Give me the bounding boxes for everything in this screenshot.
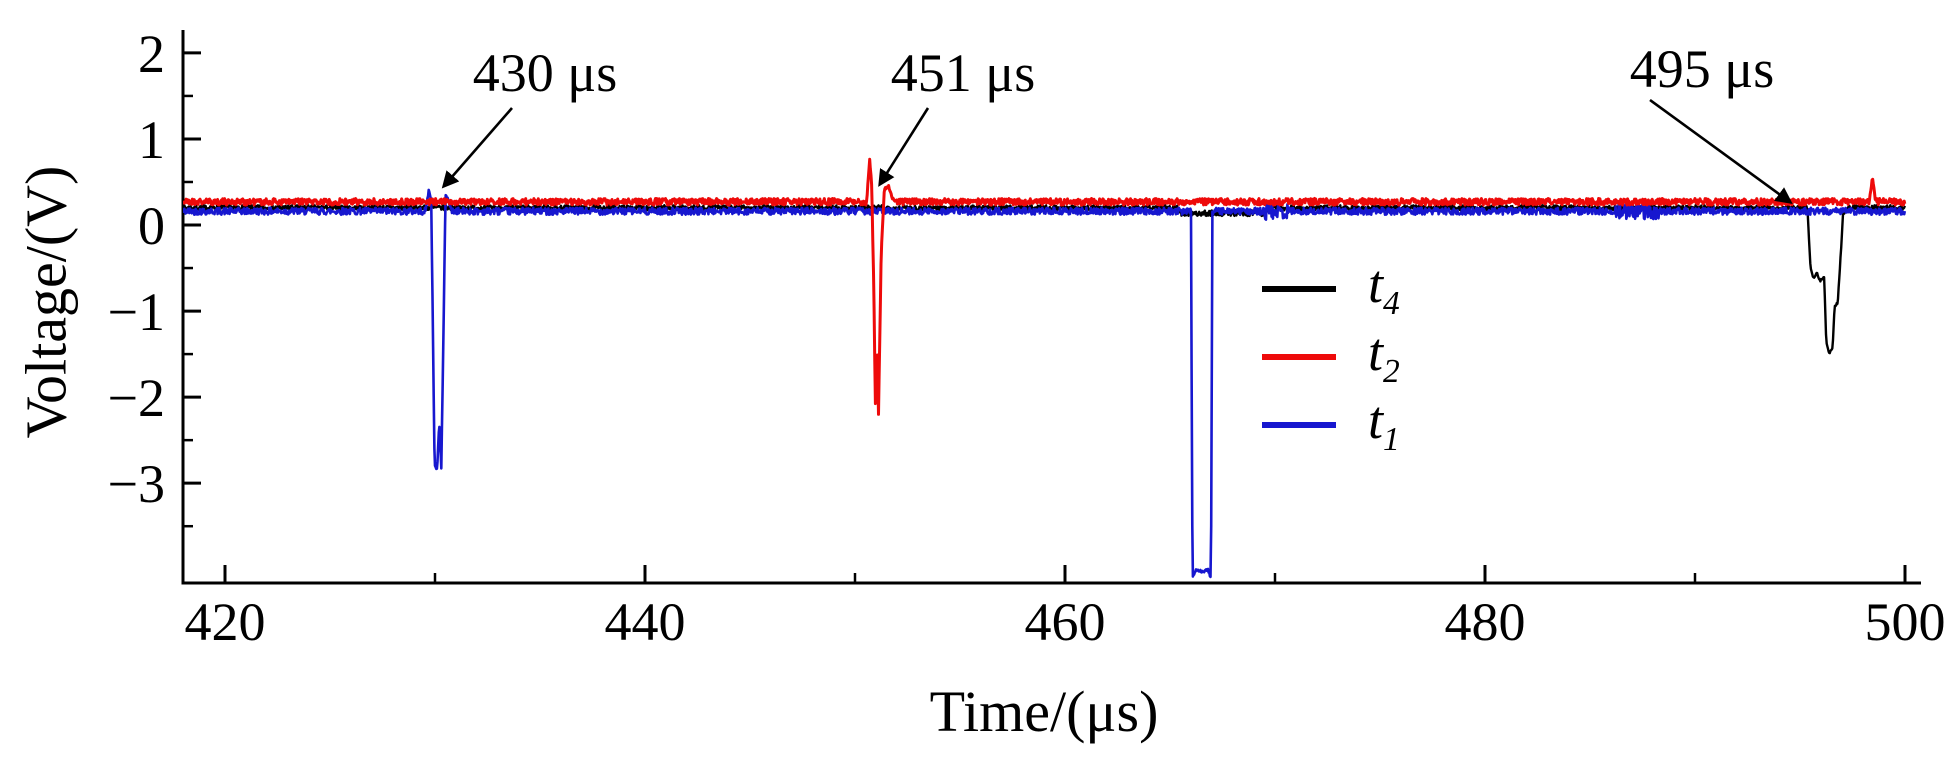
legend-item-t4: t4 [1262,257,1400,320]
annotation-arrow [1649,98,1793,204]
y-tick-label: −2 [108,368,165,428]
legend-line-swatch-t4 [1262,286,1336,292]
traces-group [183,157,1907,579]
legend-label-t2: t2 [1368,322,1400,391]
x-tick-label: 420 [185,592,266,652]
y-tick-label: 2 [138,24,165,84]
legend-line-swatch-t1 [1262,422,1336,428]
annotation-arrow [878,107,930,187]
legend-label-t4: t4 [1368,254,1400,323]
y-tick-label: 0 [138,196,165,256]
x-tick-label: 460 [1025,592,1106,652]
x-axis-title: Time/(μs) [929,679,1159,744]
time-annotation: 430 μs [472,43,618,103]
time-annotation: 451 μs [890,43,1036,103]
time-annotation: 495 μs [1629,39,1775,99]
x-tick-label: 480 [1445,592,1526,652]
legend-item-t2: t2 [1262,325,1400,388]
x-tick-label: 500 [1865,592,1945,652]
y-tick-label: −3 [108,454,165,514]
legend-item-t1: t1 [1262,393,1400,456]
legend-label-t1: t1 [1368,390,1400,459]
legend: t4 t2 t1 [1262,257,1400,456]
y-tick-label: 1 [138,110,165,170]
trace-t2 [183,157,1907,416]
y-axis-title: Voltage/(V) [13,165,79,439]
legend-line-swatch-t2 [1262,354,1336,360]
trace-t4 [183,203,1906,355]
x-tick-label: 440 [605,592,686,652]
y-tick-label: −1 [108,282,165,342]
annotation-arrow [441,107,513,189]
trace-t1 [183,188,1907,579]
axes-frame [181,30,1921,585]
